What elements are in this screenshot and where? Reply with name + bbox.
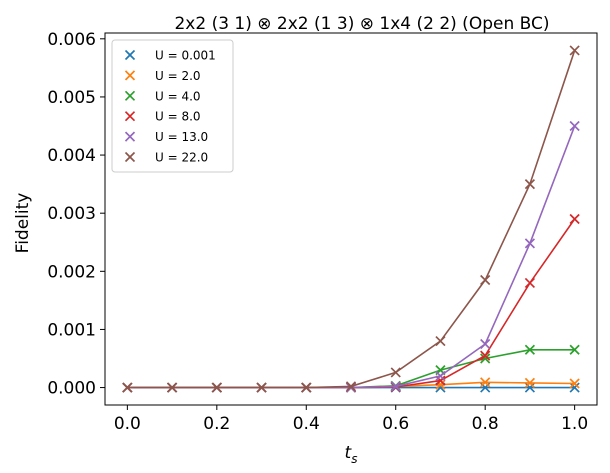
legend-label: U = 13.0 <box>155 130 208 144</box>
legend-label: U = 4.0 <box>155 89 201 103</box>
legend-marker-u-0_001 <box>124 49 136 61</box>
data-point-u-8_0 <box>524 277 536 289</box>
data-point-u-4_0 <box>480 353 491 364</box>
y-tick-label: 0.003 <box>47 204 96 224</box>
chart-title: 2x2 (3 1) ⊗ 2x2 (1 3) ⊗ 1x4 (2 2) (Open … <box>174 14 549 34</box>
data-point-u-22_0 <box>166 382 178 393</box>
legend-label: U = 22.0 <box>155 151 208 165</box>
data-point-u-22_0 <box>301 382 312 393</box>
x-tick-label: 0.2 <box>203 414 230 434</box>
y-axis: 0.000 0.001 0.002 0.003 0.004 0.005 0.006 <box>47 30 105 399</box>
data-point-u-22_0 <box>122 382 133 393</box>
x-tick-label: 0.6 <box>382 414 409 434</box>
data-point-u-22_0 <box>435 335 446 347</box>
data-point-u-2_0 <box>480 377 491 388</box>
data-point-u-2_0 <box>569 378 580 389</box>
y-axis-title: Fidelity <box>13 193 33 254</box>
data-point-u-4_0 <box>524 344 536 355</box>
x-tick-label: 0.8 <box>472 414 499 434</box>
data-point-u-13_0 <box>480 338 491 350</box>
y-tick-label: 0.001 <box>47 320 96 340</box>
x-axis-title-subscript: s <box>351 452 357 466</box>
plot-area-frame <box>104 32 598 406</box>
data-point-u-22_0 <box>345 381 357 392</box>
x-tick-label: 0.0 <box>114 414 141 434</box>
data-point-u-0_001 <box>524 382 536 393</box>
data-point-u-13_0 <box>524 238 536 249</box>
y-tick-label: 0.006 <box>47 30 96 50</box>
legend-label: U = 2.0 <box>155 69 201 83</box>
legend-marker-u-13_0 <box>124 131 136 142</box>
series-layer <box>122 45 580 393</box>
legend: U = 0.001 U = 2.0 U = 4.0 U = 8.0 U = 13.0 U … <box>111 39 234 173</box>
legend-label: U = 8.0 <box>155 110 201 124</box>
legend-marker-u-4_0 <box>124 90 136 101</box>
data-point-u-4_0 <box>569 344 580 355</box>
data-point-u-8_0 <box>435 375 446 386</box>
data-point-u-22_0 <box>524 179 536 190</box>
series-line-u-8_0 <box>127 218 576 389</box>
y-tick-label: 0.005 <box>47 88 96 108</box>
data-point-u-13_0 <box>569 120 580 132</box>
legend-marker-u-8_0 <box>124 111 136 122</box>
x-axis: 0.0 0.2 0.4 0.6 0.8 1.0 <box>114 405 588 434</box>
y-tick-label: 0.004 <box>47 146 96 166</box>
y-tick-label: 0.000 <box>47 379 96 399</box>
data-point-u-0_001 <box>569 382 580 393</box>
legend-items: U = 0.001 U = 2.0 U = 4.0 U = 8.0 U = 13.0 U … <box>124 49 216 165</box>
x-tick-label: 1.0 <box>561 414 588 434</box>
legend-marker-u-2_0 <box>124 70 136 81</box>
data-point-u-8_0 <box>569 213 580 225</box>
data-point-u-13_0 <box>435 370 446 382</box>
x-axis-title: ts <box>345 443 358 466</box>
data-point-u-22_0 <box>256 382 267 393</box>
legend-marker-u-22_0 <box>124 151 136 163</box>
data-point-u-13_0 <box>390 381 401 392</box>
y-tick-label: 0.002 <box>47 262 96 282</box>
x-axis-title-main: t <box>345 443 353 463</box>
data-point-u-22_0 <box>569 45 580 56</box>
legend-frame <box>111 39 234 173</box>
x-tick-label: 0.4 <box>293 414 320 434</box>
data-point-u-22_0 <box>480 274 491 286</box>
data-point-u-22_0 <box>211 382 222 393</box>
data-point-u-22_0 <box>390 367 401 378</box>
data-point-u-2_0 <box>524 377 536 389</box>
legend-label: U = 0.001 <box>155 49 216 63</box>
data-point-u-8_0 <box>480 350 491 361</box>
